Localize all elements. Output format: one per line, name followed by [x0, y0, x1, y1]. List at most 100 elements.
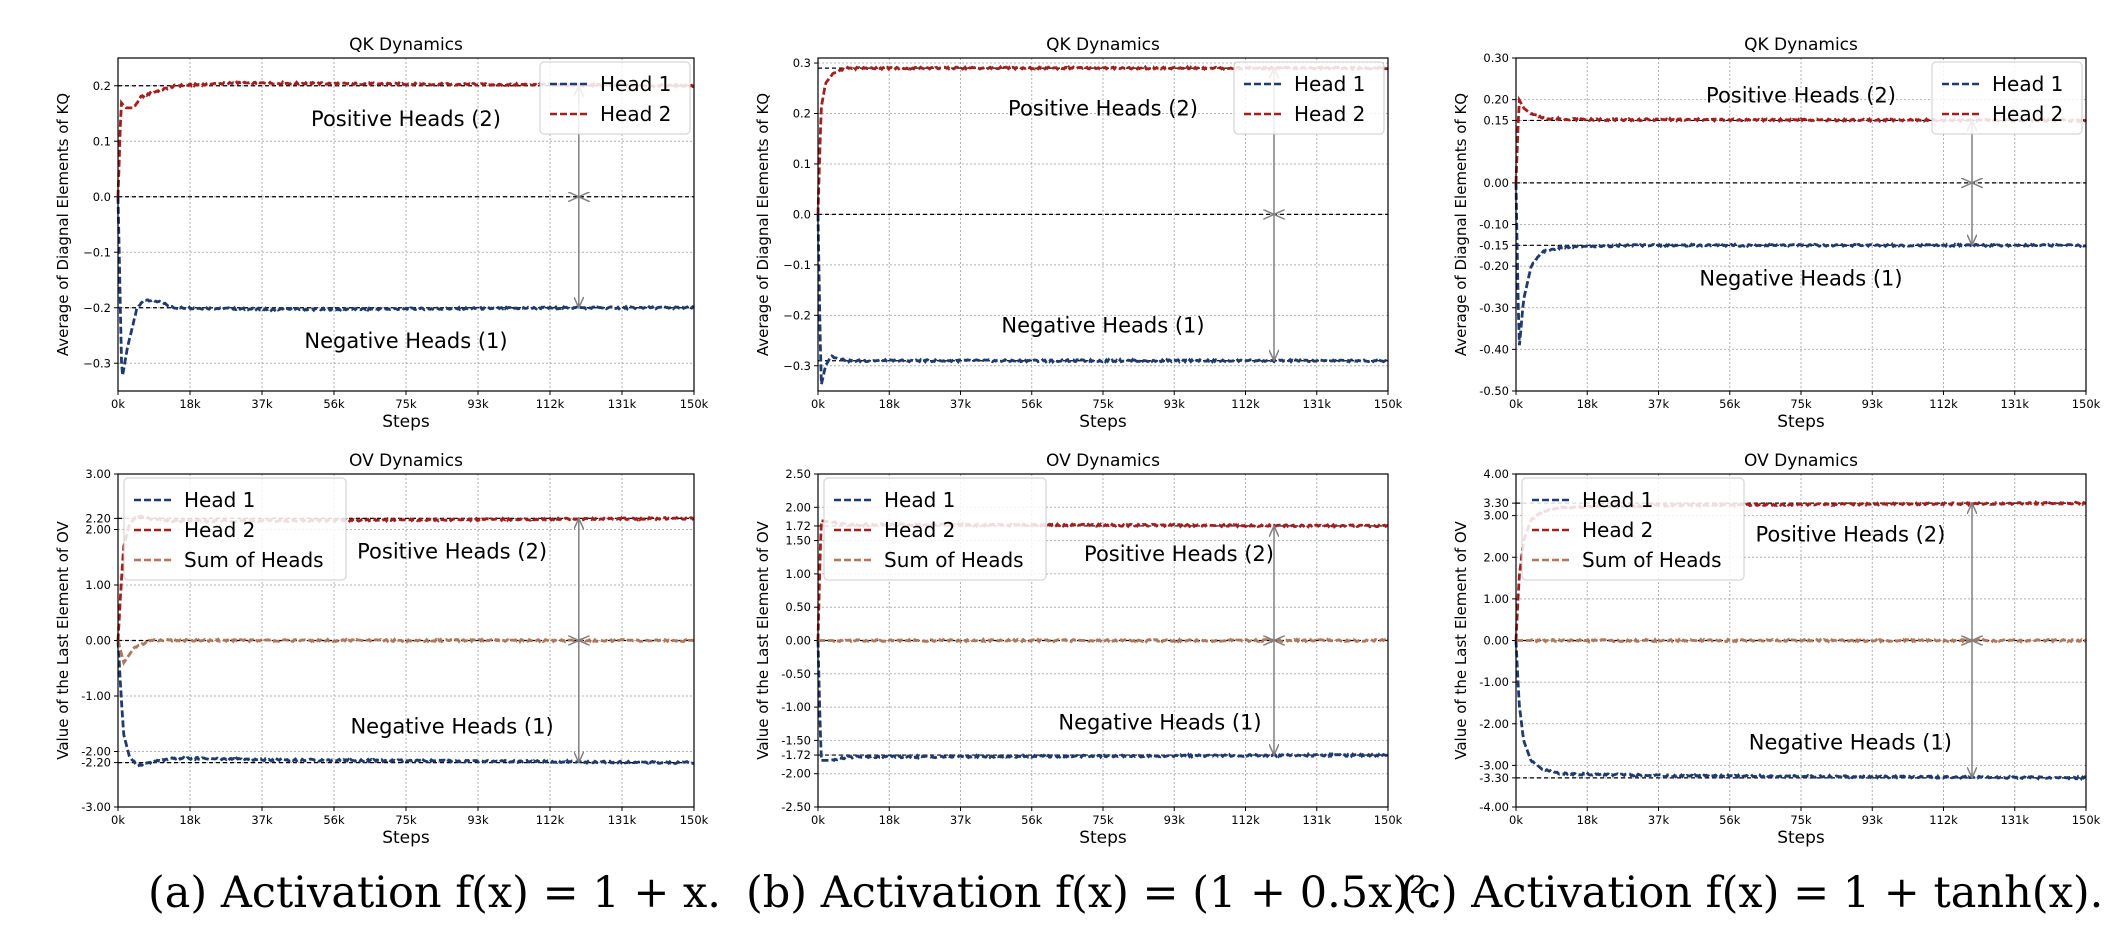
x-tick-label: 93k: [1862, 813, 1884, 827]
chart-panel-6: OV Dynamics 0k 18k 37k 56k 75k 93k 112k 131k 150k…: [1452, 451, 2101, 848]
y-tick-label: 2.20: [85, 511, 111, 525]
x-axis-label: Steps: [1079, 828, 1127, 848]
x-tick-label: 131k: [1302, 397, 1331, 411]
legend: Head 1 Head 2: [1233, 61, 1385, 135]
annotation-label: Positive Heads (2): [1084, 542, 1274, 566]
y-tick-label: -4.00: [1479, 800, 1509, 814]
legend-label: Head 1: [884, 488, 955, 512]
y-tick-label: 0.00: [1483, 634, 1509, 648]
x-axis-label: Steps: [1079, 412, 1127, 432]
y-tick-label: -2.50: [781, 800, 811, 814]
series-line-head1: [1514, 640, 2087, 781]
chart-title: OV Dynamics: [1744, 451, 1858, 471]
y-tick-label: 0.0: [93, 190, 111, 204]
y-tick-label: -0.50: [1479, 384, 1509, 398]
x-tick-label: 18k: [1577, 397, 1599, 411]
x-tick-label: 56k: [1719, 813, 1741, 827]
x-axis-label: Steps: [382, 412, 430, 432]
x-axis-label: Steps: [1777, 412, 1825, 432]
x-tick-label: 112k: [1929, 397, 1958, 411]
y-tick-label: 2.00: [785, 500, 811, 514]
y-axis-label: Value of the Last Element of OV: [1452, 521, 1470, 760]
y-tick-label: -1.72: [781, 748, 811, 762]
x-tick-label: 18k: [879, 397, 901, 411]
chart-title: QK Dynamics: [349, 35, 463, 55]
y-tick-label: 0.00: [1483, 176, 1509, 190]
x-tick-label: 131k: [2000, 813, 2029, 827]
x-tick-label: 56k: [1719, 397, 1741, 411]
y-tick-label: 3.00: [85, 467, 111, 481]
x-tick-label: 93k: [467, 813, 489, 827]
chart-panel-4: OV Dynamics 0k 18k 37k 56k 75k 93k 112k 131k 150k…: [54, 451, 709, 848]
chart-panel-1: QK Dynamics 0k 18k 37k 56k 75k 93k 112k 131k 150k…: [54, 35, 709, 432]
x-tick-label: 93k: [1164, 397, 1186, 411]
y-tick-label: −0.3: [83, 356, 111, 370]
y-tick-label: -1.00: [781, 700, 811, 714]
x-axis-label: Steps: [382, 828, 430, 848]
x-tick-label: 112k: [536, 813, 565, 827]
x-tick-label: 150k: [1374, 813, 1403, 827]
x-tick-label: 18k: [879, 813, 901, 827]
x-tick-label: 18k: [179, 813, 201, 827]
caption-a: (a) Activation f(x) = 1 + x.: [148, 868, 721, 918]
plot-frame: [817, 473, 1389, 808]
y-tick-label: 0.2: [793, 107, 811, 121]
y-tick-label: 1.00: [1483, 592, 1509, 606]
series-line-head1: [116, 640, 695, 768]
series-line-sum: [1516, 637, 2087, 645]
y-tick-label: -3.30: [1479, 771, 1509, 785]
x-tick-label: 75k: [1790, 397, 1812, 411]
chart-panel-5: OV Dynamics 0k 18k 37k 56k 75k 93k 112k 131k 150k…: [754, 451, 1403, 848]
plot-frame: [117, 57, 695, 392]
x-tick-label: 37k: [1648, 813, 1670, 827]
y-tick-label: −0.2: [783, 308, 811, 322]
x-tick-label: 93k: [467, 397, 489, 411]
y-tick-label: −0.1: [783, 258, 811, 272]
chart-title: OV Dynamics: [349, 451, 463, 471]
legend-label: Head 1: [1294, 72, 1365, 96]
x-tick-label: 56k: [323, 397, 345, 411]
y-tick-label: 1.50: [785, 534, 811, 548]
y-tick-label: 0.50: [785, 600, 811, 614]
series-line-head2: [1514, 95, 2087, 183]
x-tick-label: 93k: [1862, 397, 1884, 411]
x-tick-label: 56k: [1021, 397, 1043, 411]
legend: Head 1 Head 2 Sum of Heads: [823, 477, 1047, 581]
annotation-label: Positive Heads (2): [1706, 83, 1896, 107]
y-tick-label: 0.3: [793, 56, 811, 70]
series-line-head1: [116, 196, 695, 376]
y-tick-label: 4.00: [1483, 467, 1509, 481]
legend-label: Head 2: [1294, 102, 1365, 126]
x-tick-label: 0k: [1509, 397, 1523, 411]
legend: Head 1 Head 2: [1931, 61, 2083, 135]
chart-title: OV Dynamics: [1046, 451, 1160, 471]
annotation-label: Negative Heads (1): [1749, 730, 1952, 754]
legend-label: Head 2: [884, 518, 955, 542]
legend-label: Sum of Heads: [184, 548, 324, 572]
legend-box: [1521, 477, 1745, 581]
legend-label: Head 2: [1992, 102, 2063, 126]
y-tick-label: -2.00: [81, 745, 111, 759]
series-line-head1: [1514, 182, 2087, 346]
legend: Head 1 Head 2 Sum of Heads: [123, 477, 347, 581]
legend-label: Head 2: [184, 518, 255, 542]
x-tick-label: 150k: [680, 397, 709, 411]
y-tick-label: -1.00: [81, 689, 111, 703]
y-tick-label: −0.2: [83, 301, 111, 315]
y-tick-label: 1.00: [85, 578, 111, 592]
x-tick-label: 150k: [2072, 397, 2101, 411]
x-tick-label: 112k: [1929, 813, 1958, 827]
x-tick-label: 75k: [1790, 813, 1812, 827]
y-tick-label: −0.3: [783, 359, 811, 373]
x-tick-label: 131k: [608, 397, 637, 411]
y-tick-label: -0.20: [1479, 259, 1509, 273]
legend-label: Head 1: [1582, 488, 1653, 512]
y-tick-label: 0.2: [93, 79, 111, 93]
x-tick-label: 37k: [1648, 397, 1670, 411]
x-tick-label: 75k: [395, 397, 417, 411]
legend-label: Head 2: [600, 102, 671, 126]
annotation-label: Negative Heads (1): [1001, 313, 1204, 337]
annotation-label: Positive Heads (2): [311, 107, 501, 131]
legend: Head 1 Head 2 Sum of Heads: [1521, 477, 1745, 581]
